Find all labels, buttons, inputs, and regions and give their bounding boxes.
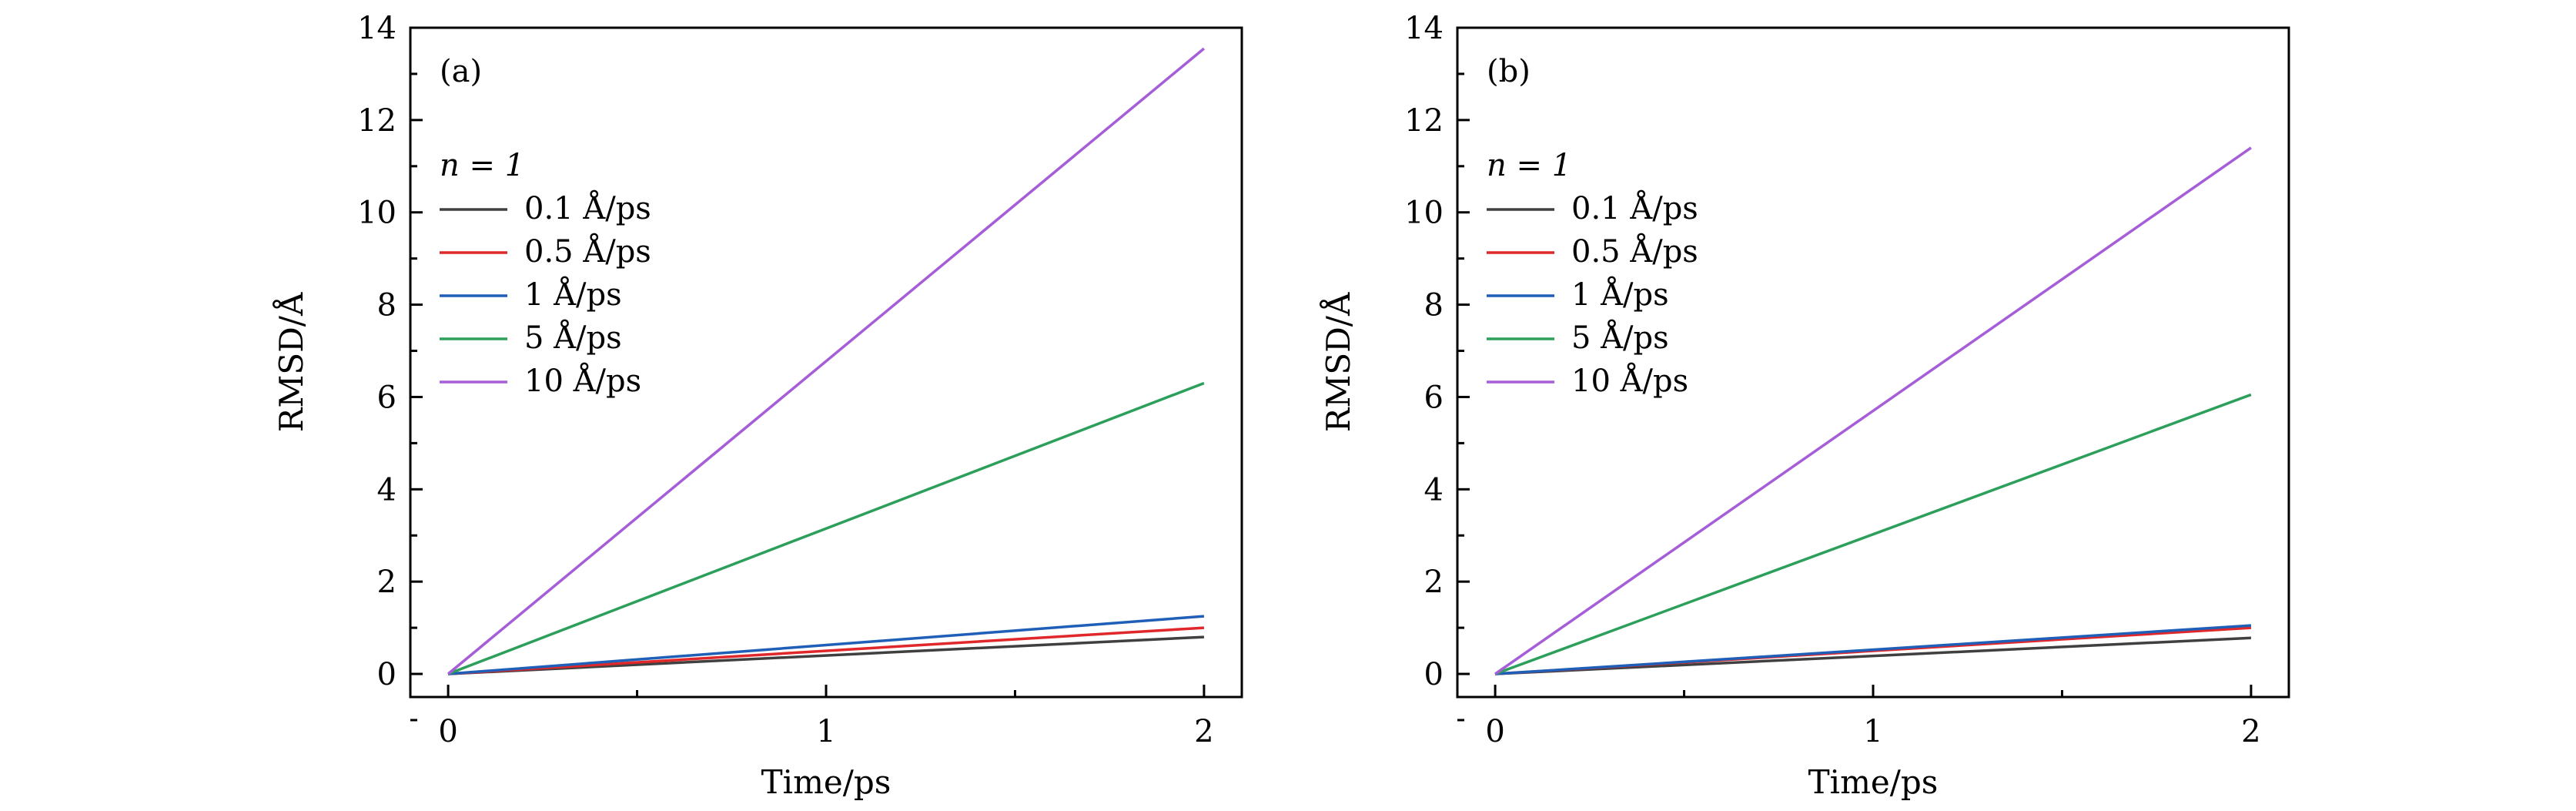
y-axis-label: RMSD/Å [1319, 292, 1357, 432]
legend-label: 0.1 Å/ps [524, 190, 651, 226]
series-line-3 [1494, 393, 2252, 675]
y-tick-label: 2 [377, 565, 396, 600]
x-axis-label: Time/ps [761, 763, 892, 801]
y-tick-label: 8 [1424, 288, 1444, 323]
y-tick-label: 4 [1424, 472, 1444, 508]
series-line-1 [447, 626, 1205, 675]
y-tick-label: 14 [1404, 11, 1444, 46]
y-tick-label: 14 [357, 11, 396, 46]
y-tick-label: 6 [1424, 380, 1444, 415]
series-line-0 [1495, 636, 2251, 675]
legend-label: 10 Å/ps [524, 363, 641, 399]
y-tick-label: 10 [357, 196, 396, 231]
y-tick-label: 8 [377, 288, 396, 323]
legend-title: n = 1 [440, 148, 524, 183]
y-tick-label: 12 [357, 103, 396, 139]
x-tick-label: 0 [1485, 714, 1504, 749]
legend-label: 5 Å/ps [524, 320, 622, 356]
x-tick-label: 1 [1863, 714, 1882, 749]
series-line-0 [448, 635, 1204, 675]
y-tick-label: 2 [1424, 565, 1444, 600]
series-line-4 [1494, 146, 2252, 675]
series-line-2 [1494, 624, 2252, 675]
legend-label: 1 Å/ps [524, 276, 622, 313]
plot-frame [1456, 26, 2290, 699]
x-tick-label: 2 [1194, 714, 1213, 749]
legend-label: 10 Å/ps [1571, 363, 1688, 399]
legend-label: 0.5 Å/ps [1571, 233, 1698, 270]
series-line-4 [447, 47, 1206, 675]
x-tick-label: 2 [2241, 714, 2260, 749]
y-tick-label: 0 [1424, 657, 1444, 692]
y-tick-label: 0 [377, 657, 396, 692]
y-tick-label: 4 [377, 472, 396, 508]
x-tick-label: 0 [438, 714, 457, 749]
legend-label: 0.1 Å/ps [1571, 190, 1698, 226]
y-tick-label: 6 [377, 380, 396, 415]
x-axis-label: Time/ps [1808, 763, 1939, 801]
panel-label: (b) [1487, 54, 1531, 89]
y-axis-label: RMSD/Å [272, 292, 310, 432]
y-tick-label: 10 [1404, 196, 1444, 231]
legend-label: 5 Å/ps [1571, 320, 1669, 356]
legend-label: 1 Å/ps [1571, 276, 1669, 313]
panel-label: (a) [440, 54, 482, 89]
y-tick-label: 12 [1404, 103, 1444, 139]
series-line-2 [447, 615, 1205, 675]
x-tick-label: 1 [816, 714, 835, 749]
legend-label: 0.5 Å/ps [524, 233, 651, 270]
legend-title: n = 1 [1487, 148, 1571, 183]
series-line-3 [447, 381, 1205, 675]
